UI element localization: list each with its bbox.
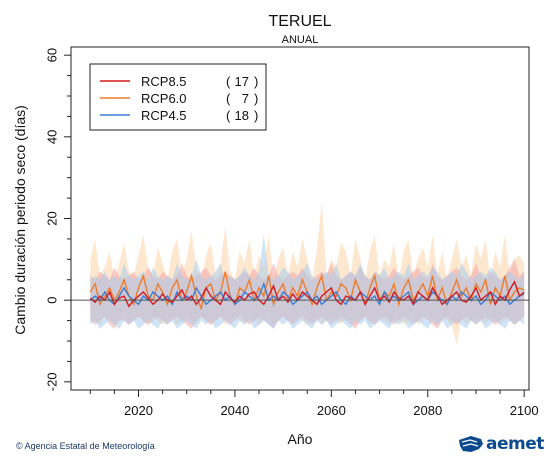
legend-series-name: RCP6.0 [141,91,187,106]
legend: RCP8.5 (17) RCP6.0 (7) RCP4.5 (18) [89,63,267,131]
y-tick-label: 40 [44,130,59,144]
y-tick-label: 20 [44,211,59,225]
credit-text: © Agencia Estatal de Meteorología [16,441,155,451]
legend-open-paren: ( [226,74,231,89]
legend-model-count: 17 [235,74,249,89]
credit-label: Agencia Estatal de Meteorología [24,441,155,451]
legend-open-paren: ( [226,108,231,123]
x-tick-label: 2020 [124,403,153,418]
y-tick-label: 0 [44,297,59,304]
y-axis: -20 0 20 40 60 [44,48,71,391]
x-tick-label: 2040 [220,403,249,418]
aemet-logo-icon [459,436,483,452]
legend-open-paren: ( [226,91,231,106]
y-axis-label: Cambio duración periodo seco (días) [12,105,28,335]
x-axis: 2020 2040 2060 2080 2100 [89,390,539,418]
legend-close-paren: ) [254,91,258,106]
chart-subtitle: ANUAL [282,34,319,46]
legend-box [89,63,267,131]
x-tick-label: 2100 [510,403,539,418]
legend-close-paren: ) [254,108,258,123]
uncertainty-bands [90,202,525,346]
legend-model-count: 7 [242,91,249,106]
y-tick-label: 60 [44,48,59,62]
x-tick-label: 2080 [413,403,442,418]
chart-title: TERUEL [268,13,331,30]
legend-close-paren: ) [254,74,258,89]
x-tick-label: 2060 [317,403,346,418]
series-line-rcp85 [89,280,525,308]
legend-series-name: RCP4.5 [141,108,187,123]
band-rcp45 [90,234,525,329]
legend-model-count: 18 [235,108,249,123]
y-tick-label: -20 [44,372,59,391]
legend-series-name: RCP8.5 [141,74,187,89]
x-axis-label: Año [288,431,313,447]
aemet-logo-text: aemet [486,434,544,454]
